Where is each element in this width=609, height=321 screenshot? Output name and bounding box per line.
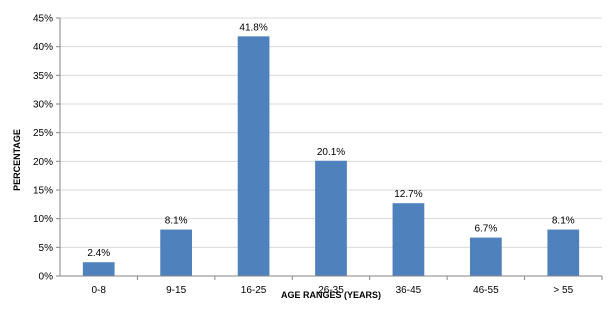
y-tick-label: 45% <box>33 14 53 25</box>
bars <box>82 36 580 277</box>
y-tick-label: 10% <box>33 214 53 225</box>
x-tick-label: > 55 <box>553 285 573 296</box>
x-tick-label: 9-15 <box>166 285 186 296</box>
y-tick-label: 15% <box>33 186 53 197</box>
data-label: 41.8% <box>239 22 267 33</box>
bar <box>237 36 270 277</box>
bar <box>160 229 193 276</box>
y-tick-label: 20% <box>33 157 53 168</box>
y-tick-label: 35% <box>33 71 53 82</box>
y-tick-label: 5% <box>39 243 54 254</box>
x-tick-label: 26-35 <box>318 285 344 296</box>
data-label: 6.7% <box>474 224 497 235</box>
y-tick-label: 30% <box>33 100 53 111</box>
data-label: 8.1% <box>165 216 188 227</box>
x-axis-ticks: 0-8 9-15 16-25 26-35 36-45 46-55 > 55 <box>91 276 603 296</box>
y-tick-label: 0% <box>39 272 54 283</box>
bar <box>547 229 580 276</box>
data-label: 20.1% <box>317 147 345 158</box>
y-axis-title: PERCENTAGE <box>12 129 22 191</box>
y-tick-label: 40% <box>33 42 53 53</box>
y-axis-ticks: 0% 5% 10% 15% 20% 25% 30% 35% 40% 45% <box>33 14 60 283</box>
x-tick-label: 46-55 <box>473 285 499 296</box>
data-label: 8.1% <box>552 216 575 227</box>
gridlines <box>60 17 602 248</box>
bar <box>82 262 115 276</box>
bar <box>392 203 425 276</box>
x-tick-label: 36-45 <box>396 285 422 296</box>
data-label: 2.4% <box>87 248 110 259</box>
x-tick-label: 0-8 <box>91 285 106 296</box>
x-tick-label: 16-25 <box>241 285 267 296</box>
bar <box>469 237 502 276</box>
bar <box>315 160 347 276</box>
data-label: 12.7% <box>394 189 422 200</box>
y-tick-label: 25% <box>33 128 53 139</box>
data-labels: 2.4% 8.1% 41.8% 20.1% 12.7% 6.7% 8.1% <box>87 22 574 259</box>
x-axis-title: AGE RANGES (YEARS) <box>281 290 381 300</box>
